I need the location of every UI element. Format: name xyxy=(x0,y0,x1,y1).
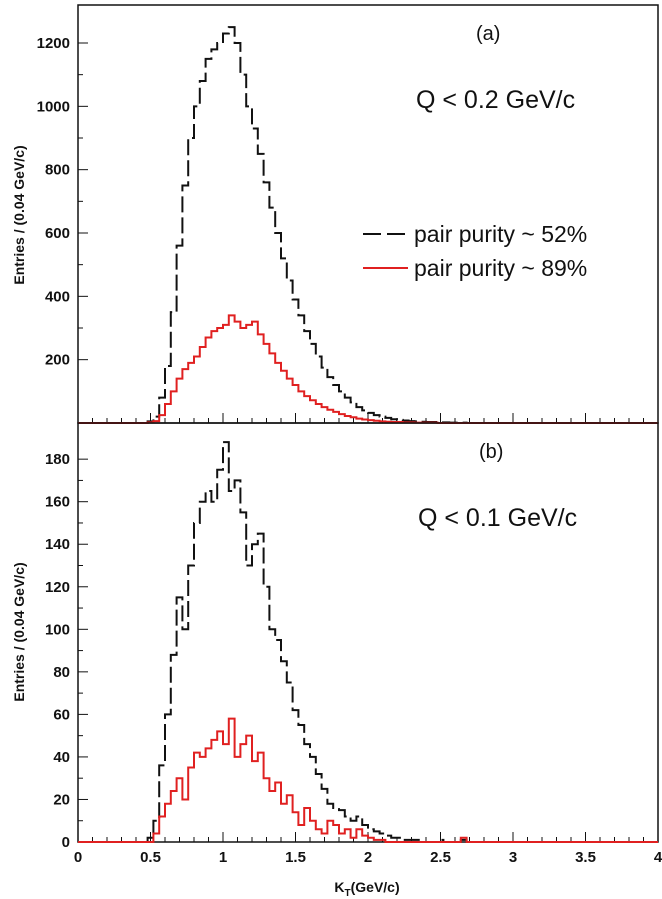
panel-a-y-tick-label: 400 xyxy=(45,288,70,305)
panel-b-x-tick-label: 0.5 xyxy=(140,849,161,866)
panel-b-y-tick-label: 20 xyxy=(53,791,70,808)
panel-a-ylabel: Entries / (0.04 GeV/c) xyxy=(11,145,27,284)
panel-b-x-tick-label: 4 xyxy=(654,849,662,866)
x-axis-title: KT(GeV/c) xyxy=(334,879,399,899)
panel-a-y-tick-label: 1000 xyxy=(37,98,70,115)
panel-a-y-tick-label: 800 xyxy=(45,162,70,179)
legend-label-purity-52: pair purity ~ 52% xyxy=(414,221,587,247)
series-purity-52-panel-a xyxy=(78,26,658,424)
panel-b-x-tick-label: 2.5 xyxy=(430,849,451,866)
panel-b-x-tick-label: 3 xyxy=(509,849,517,866)
panel-b-y-tick-label: 60 xyxy=(53,706,70,723)
panel-b-y-tick-label: 80 xyxy=(53,664,70,681)
panel-b-y-tick-label: 180 xyxy=(45,451,70,468)
panel-b-ylabel: Entries / (0.04 GeV/c) xyxy=(11,562,27,701)
panel-b-x-tick-label: 1.5 xyxy=(285,849,306,866)
panel-a-y-tick-label: 1200 xyxy=(37,35,70,52)
panel-b-y-tick-label: 160 xyxy=(45,494,70,511)
panel-b-x-tick-label: 0 xyxy=(74,849,82,866)
panel-b-y-tick-label: 100 xyxy=(45,621,70,638)
panel-b-y-ticks: 0 20 40 60 80 100 120 140 160 180 xyxy=(45,451,88,851)
panel-b-y-tick-label: 140 xyxy=(45,536,70,553)
series-purity-89-panel-a xyxy=(78,314,658,424)
panel-b-series xyxy=(78,441,658,843)
panel-a-y-ticks: 200 400 600 800 1000 1200 xyxy=(37,35,659,423)
panel-b-label: (b) xyxy=(479,441,503,463)
panel-a-cut-annotation: Q < 0.2 GeV/c xyxy=(416,86,575,114)
panel-b-y-tick-label: 120 xyxy=(45,579,70,596)
series-purity-89-panel-b xyxy=(78,717,658,843)
panel-b: 0 20 40 60 80 100 120 140 160 180 0 0.5 1 1.5 2 2.5 3 3.… xyxy=(11,422,662,899)
panel-a-y-tick-label: 600 xyxy=(45,225,70,242)
panel-b-y-tick-label: 0 xyxy=(62,834,70,851)
panel-a-y-tick-label: 200 xyxy=(45,352,70,369)
panel-b-x-tick-label: 3.5 xyxy=(575,849,596,866)
series-purity-52-panel-b xyxy=(78,441,658,843)
panel-b-x-ticks: 0 0.5 1 1.5 2 2.5 3 3.5 4 xyxy=(74,832,662,866)
panel-b-cut-annotation: Q < 0.1 GeV/c xyxy=(418,504,577,532)
legend: pair purity ~ 52% pair purity ~ 89% xyxy=(363,221,587,281)
panel-b-x-tick-label: 1 xyxy=(219,849,227,866)
panel-a-series xyxy=(78,26,658,424)
panel-a-frame xyxy=(77,4,659,424)
panel-b-x-tick-label: 2 xyxy=(364,849,372,866)
legend-label-purity-89: pair purity ~ 89% xyxy=(414,255,587,281)
panel-a-label: (a) xyxy=(476,23,500,45)
panel-b-frame xyxy=(77,422,659,843)
panel-b-y-tick-label: 40 xyxy=(53,749,70,766)
panel-a: 200 400 600 800 1000 1200 (a) Q < 0.2 GeV/c E… xyxy=(11,4,659,424)
